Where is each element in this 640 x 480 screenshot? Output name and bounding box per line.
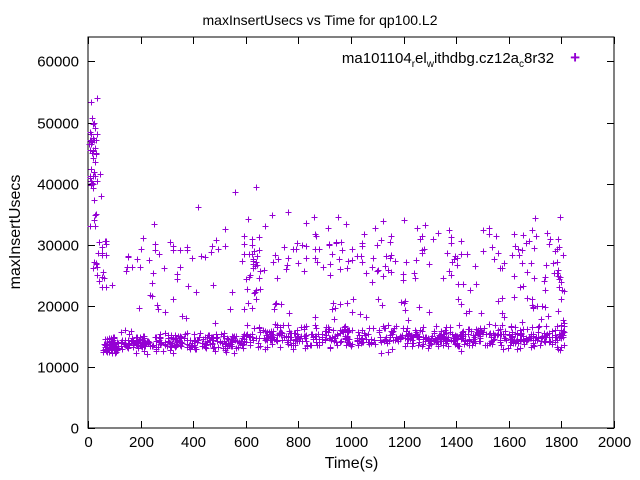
legend-plus-marker-icon: +	[570, 48, 580, 67]
legend-label-subscript: r	[411, 59, 416, 70]
chart-title: maxInsertUsecs vs Time for qp100.L2	[202, 12, 438, 28]
x-tick-label: 1200	[388, 434, 421, 451]
x-tick-label: 800	[286, 434, 311, 451]
x-tick-label: 1400	[440, 434, 473, 451]
y-tick-label: 10000	[37, 360, 79, 377]
legend-label-text: 8r32	[524, 50, 555, 67]
legend-series-label: ma101104relwithdbg.cz12ac8r32	[342, 50, 554, 70]
legend-label-text: el	[415, 50, 427, 67]
legend-label-text: ithdbg.cz12a	[433, 50, 520, 67]
x-tick-label: 400	[181, 434, 206, 451]
y-tick-label: 50000	[37, 116, 79, 133]
legend-label-subscript: c	[519, 59, 525, 70]
x-tick-label: 1600	[493, 434, 526, 451]
legend-label-text: ma101104	[341, 50, 412, 67]
x-tick-label: 0	[84, 434, 92, 451]
x-tick-label: 200	[129, 434, 154, 451]
x-axis-label: Time(s)	[324, 455, 379, 472]
y-tick-label: 40000	[37, 177, 79, 194]
x-tick-label: 1000	[335, 434, 368, 451]
y-tick-label: 30000	[37, 238, 79, 255]
x-tick-label: 1800	[545, 434, 578, 451]
legend: ma101104relwithdbg.cz12ac8r32 +	[342, 49, 580, 70]
y-tick-label: 20000	[37, 299, 79, 316]
x-tick-label: 600	[234, 434, 259, 451]
axis-ticks	[88, 37, 615, 429]
x-tick-label: 2000	[598, 434, 631, 451]
legend-label-subscript: w	[426, 59, 434, 70]
scatter-points	[86, 95, 568, 358]
y-tick-label: 0	[71, 421, 79, 438]
y-tick-label: 60000	[37, 54, 79, 71]
plot-border	[87, 36, 615, 429]
